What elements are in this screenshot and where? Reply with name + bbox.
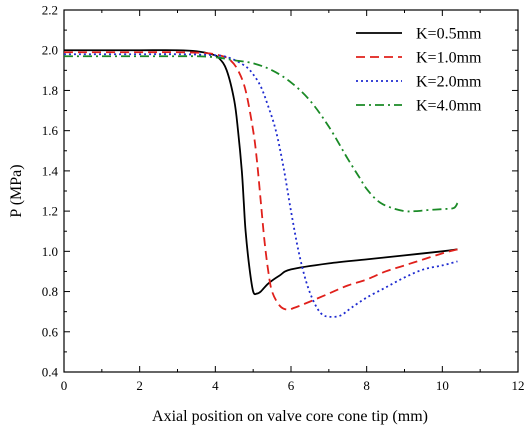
x-axis-title: Axial position on valve core cone tip (m… — [152, 408, 428, 425]
legend-label-2: K=1.0mm — [416, 50, 482, 67]
y-tick-label: 1.2 — [42, 204, 58, 219]
x-tick-label: 4 — [212, 378, 219, 393]
x-tick-label: 2 — [136, 378, 143, 393]
y-tick-label: 0.8 — [42, 284, 58, 299]
x-tick-label: 8 — [363, 378, 370, 393]
y-tick-label: 1.6 — [42, 123, 59, 138]
legend-label-4: K=4.0mm — [416, 98, 482, 115]
legend-label-3: K=2.0mm — [416, 74, 482, 91]
y-tick-label: 0.4 — [42, 365, 59, 380]
x-tick-label: 6 — [288, 378, 295, 393]
series-line-1 — [64, 49, 458, 296]
legend-label-1: K=0.5mm — [416, 26, 482, 43]
axis-ticks: 0 2 4 6 8 10 12 0.4 0.6 0.8 1.0 1.2 1.4 1.6 1.8 2.0 2.2 — [42, 3, 525, 394]
y-tick-label: 2.0 — [42, 43, 58, 58]
series-lines — [63, 49, 459, 318]
y-tick-label: 1.0 — [42, 244, 58, 259]
series-line-4 — [63, 55, 459, 213]
legend: K=0.5mm K=1.0mm K=2.0mm K=4.0mm — [356, 26, 482, 115]
y-tick-label: 0.6 — [42, 324, 59, 339]
x-tick-label: 10 — [436, 378, 449, 393]
y-tick-label: 1.8 — [42, 83, 58, 98]
y-axis-title: P (MPa) — [8, 164, 25, 217]
x-tick-label: 0 — [61, 378, 68, 393]
x-tick-label: 12 — [512, 378, 525, 393]
series-line-2 — [64, 51, 458, 311]
y-tick-label: 2.2 — [42, 3, 58, 18]
y-tick-label: 1.4 — [42, 163, 59, 178]
series-line-3 — [64, 53, 458, 318]
